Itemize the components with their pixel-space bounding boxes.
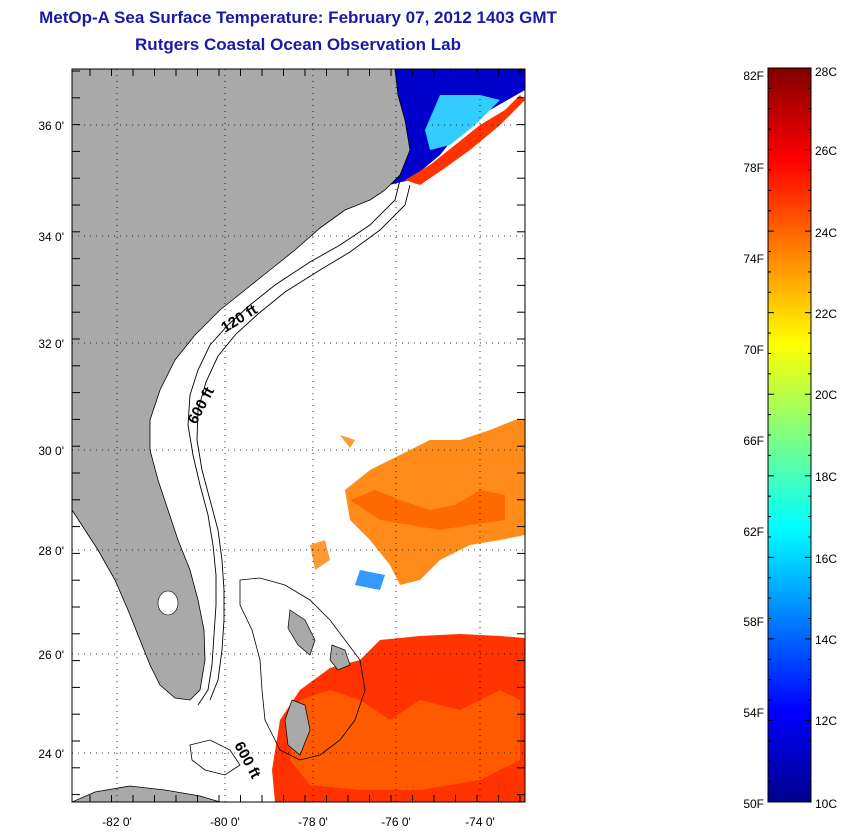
sst-patch-mid-red — [350, 490, 505, 530]
lake-okeechobee — [157, 590, 179, 616]
cbar-f-70: 70F — [743, 343, 764, 357]
cbar-c-12: 12C — [815, 714, 837, 728]
colorbar-ramp — [767, 67, 812, 803]
map-title: MetOp-A Sea Surface Temperature: Februar… — [39, 8, 557, 27]
lat-label-24: 24 0' — [38, 747, 64, 761]
cbar-f-50: 50F — [743, 797, 764, 811]
lat-label-28: 28 0' — [38, 544, 64, 558]
land-bahamas-3 — [329, 644, 351, 671]
sst-patch-south-orange — [290, 690, 520, 790]
lon-label-74: -74 0' — [465, 815, 495, 829]
lat-label-34: 34 0' — [38, 230, 64, 244]
graticule — [72, 69, 525, 802]
colorbar-celsius-labels: 28C 26C 24C 22C 20C 18C 16C 14C 12C 10C — [815, 65, 837, 811]
cbar-c-26: 26C — [815, 144, 837, 158]
map-ticks — [72, 69, 525, 802]
colorbar-fahrenheit-labels: 82F 78F 74F 70F 66F 62F 58F 54F 50F — [743, 69, 764, 811]
lon-label-78: -78 0' — [298, 815, 328, 829]
sst-patch-small-1 — [310, 540, 330, 570]
sst-patch-gulfstream — [405, 95, 525, 185]
map-subtitle: Rutgers Coastal Ocean Observation Lab — [135, 35, 461, 54]
cbar-f-82: 82F — [743, 69, 764, 83]
longitude-labels: -82 0' -80 0' -78 0' -76 0' -74 0' — [102, 815, 495, 829]
cbar-f-78: 78F — [743, 161, 764, 175]
land-bahamas-2 — [284, 699, 311, 756]
cbar-c-24: 24C — [815, 226, 837, 240]
cbar-f-54: 54F — [743, 706, 764, 720]
cbar-c-18: 18C — [815, 470, 837, 484]
land-bahamas-1 — [287, 609, 316, 656]
lat-label-36: 36 0' — [38, 119, 64, 133]
sst-patch-north-cyan — [425, 95, 500, 150]
contour-120ft — [187, 179, 401, 706]
cbar-f-62: 62F — [743, 525, 764, 539]
cbar-f-74: 74F — [743, 252, 764, 266]
lon-label-80: -80 0' — [210, 815, 240, 829]
cbar-c-20: 20C — [815, 388, 837, 402]
sst-patch-mid — [345, 420, 525, 585]
cbar-c-16: 16C — [815, 552, 837, 566]
cbar-c-22: 22C — [815, 307, 837, 321]
sst-patch-small-3 — [340, 435, 355, 448]
contour-bahamas-bank-2 — [189, 739, 241, 776]
contour-600ft — [196, 184, 411, 701]
lon-label-82: -82 0' — [102, 815, 132, 829]
lon-label-76: -76 0' — [381, 815, 411, 829]
cbar-c-10: 10C — [815, 797, 837, 811]
lat-label-32: 32 0' — [38, 337, 64, 351]
cbar-c-28: 28C — [815, 65, 837, 79]
cbar-f-58: 58F — [743, 615, 764, 629]
sst-patch-small-2 — [355, 570, 385, 590]
colorbar: 82F 78F 74F 70F 66F 62F 58F 54F 50F 28C … — [743, 65, 837, 811]
latitude-labels: 36 0' 34 0' 32 0' 30 0' 28 0' 26 0' 24 0… — [38, 119, 64, 761]
land-cuba — [72, 785, 221, 802]
map-area — [72, 69, 525, 802]
cbar-c-14: 14C — [815, 633, 837, 647]
lat-label-26: 26 0' — [38, 648, 64, 662]
contour-bahamas-bank — [239, 577, 366, 761]
map-border — [71, 68, 526, 803]
lat-label-30: 30 0' — [38, 444, 64, 458]
cbar-f-66: 66F — [743, 434, 764, 448]
